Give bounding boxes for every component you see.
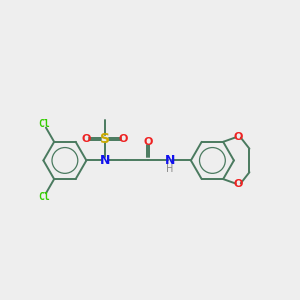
Text: N: N: [100, 154, 110, 167]
Text: O: O: [82, 134, 91, 144]
Text: H: H: [166, 164, 174, 174]
Text: O: O: [119, 134, 128, 144]
Text: N: N: [165, 154, 175, 167]
Text: Cl: Cl: [38, 192, 50, 202]
Text: O: O: [233, 178, 243, 189]
Text: O: O: [233, 132, 243, 142]
Text: Cl: Cl: [38, 119, 50, 129]
Text: O: O: [143, 137, 153, 147]
Text: S: S: [100, 132, 110, 146]
